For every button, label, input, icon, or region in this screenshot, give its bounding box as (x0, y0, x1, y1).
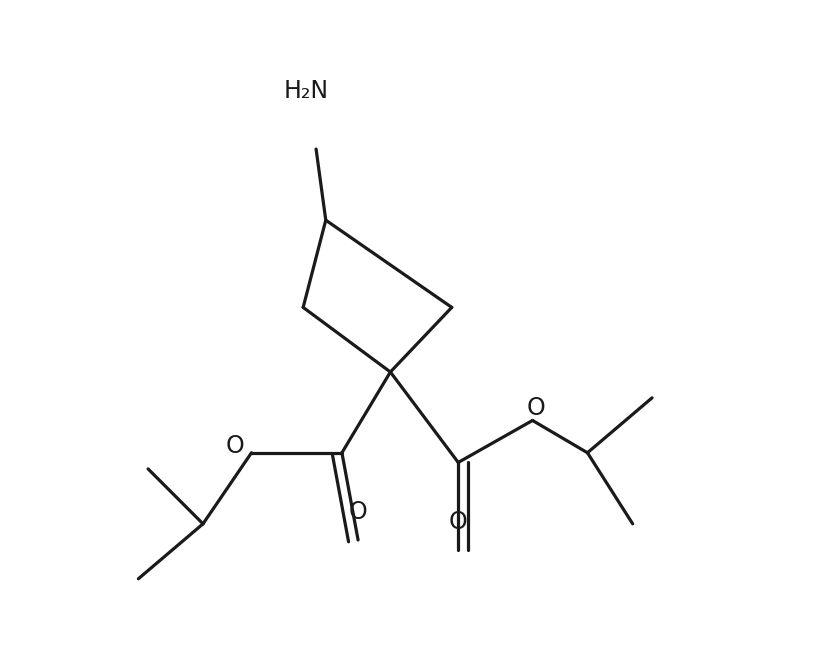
Text: O: O (526, 395, 545, 420)
Text: O: O (449, 510, 468, 533)
Text: H₂N: H₂N (284, 79, 329, 103)
Text: O: O (349, 500, 368, 524)
Text: O: O (226, 434, 244, 458)
